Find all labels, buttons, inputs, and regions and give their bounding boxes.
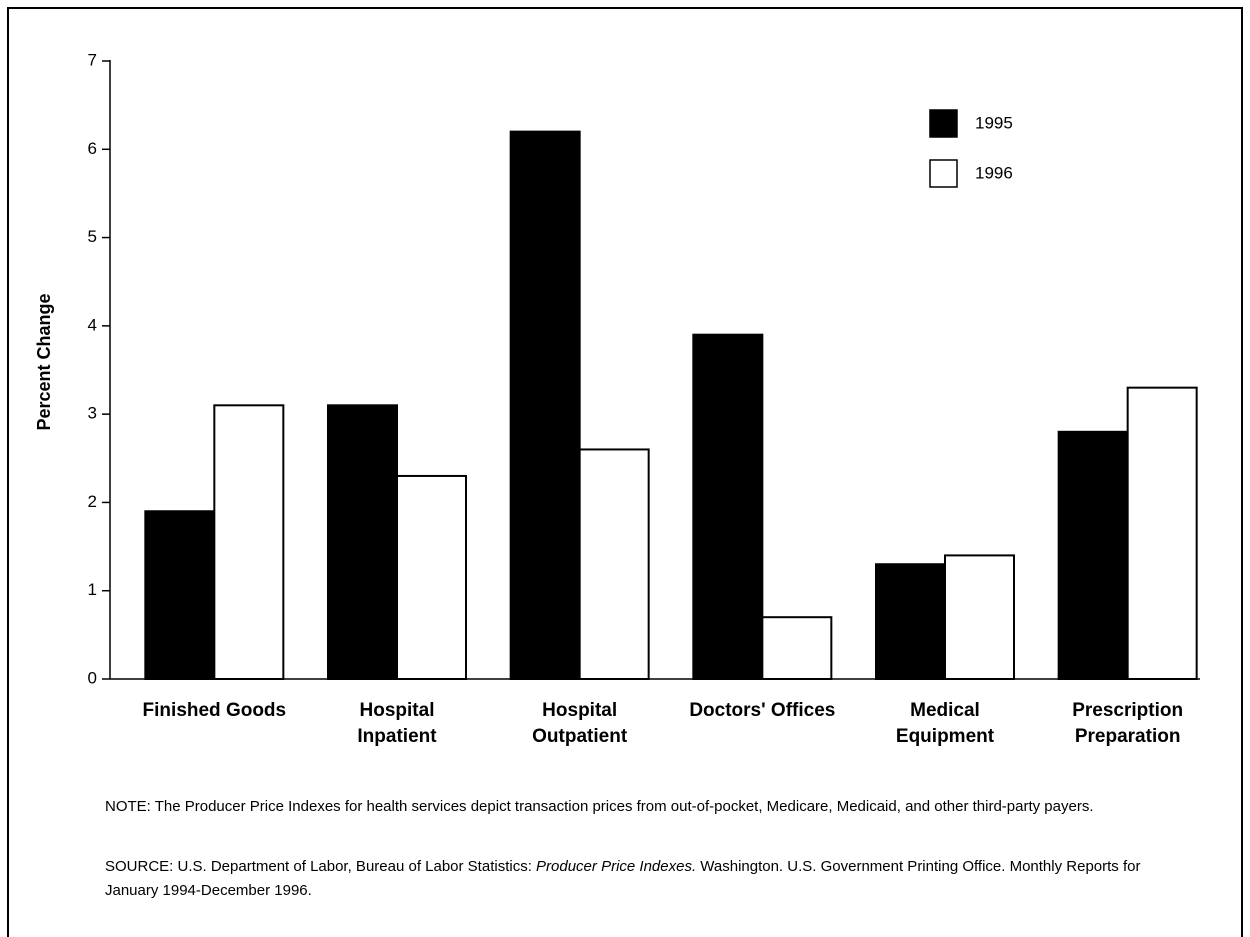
bar — [578, 448, 650, 681]
source: SOURCE: U.S. Department of Labor, Bureau… — [105, 855, 1185, 903]
note: NOTE: The Producer Price Indexes for hea… — [105, 798, 1094, 815]
x-tick-label: Finished Goods — [142, 700, 287, 721]
y-tick-label: 7 — [88, 50, 97, 69]
bar — [692, 333, 764, 680]
y-tick-label: 2 — [88, 492, 97, 511]
source-title: Producer Price Indexes. — [536, 858, 697, 875]
x-tick-label: Doctors' Offices — [689, 700, 836, 721]
legend-label: 1995 — [975, 113, 1013, 132]
y-tick-label: 0 — [88, 668, 97, 687]
bar — [396, 474, 467, 681]
y-tick-label: 6 — [88, 139, 97, 158]
bar — [144, 510, 216, 680]
source-text: SOURCE: U.S. Department of Labor, Bureau… — [105, 858, 537, 875]
x-tick-label: Prescription Preparation — [1072, 700, 1184, 747]
legend-swatch — [929, 159, 958, 188]
legend-swatch — [929, 109, 958, 138]
bar — [213, 404, 285, 680]
bar — [509, 130, 581, 680]
legend-label: 1996 — [975, 163, 1013, 182]
bar — [327, 404, 398, 680]
x-tick-label: Medical Equipment — [895, 700, 995, 747]
x-tick-label: Hospital Outpatient — [532, 700, 628, 747]
bar — [1057, 430, 1129, 680]
bar — [944, 554, 1015, 681]
frame — [7, 7, 1243, 937]
x-tick-label: Hospital Inpatient — [357, 700, 437, 747]
bar — [1126, 386, 1198, 680]
y-tick-label: 1 — [88, 580, 97, 599]
bar — [761, 616, 833, 681]
y-tick-label: 4 — [88, 315, 97, 334]
y-axis-label: Percent Change — [34, 293, 54, 430]
bar — [875, 563, 946, 681]
y-tick-label: 3 — [88, 404, 97, 423]
y-tick-label: 5 — [88, 227, 97, 246]
source-text: Washington. U.S. Government Printing Off… — [105, 858, 1141, 899]
